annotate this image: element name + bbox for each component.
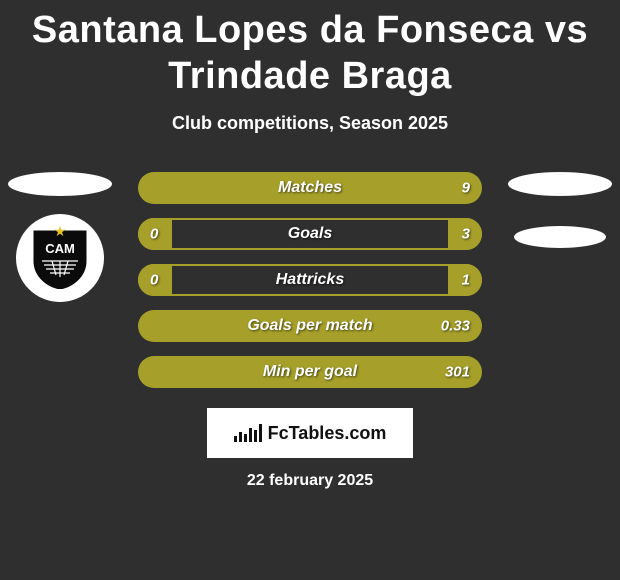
stat-value-right: 9: [462, 180, 470, 197]
stat-label: Matches: [278, 179, 342, 197]
brand-label: FcTables.com: [268, 423, 387, 444]
stat-value-left: 0: [150, 272, 158, 289]
left-player-placeholder: [8, 172, 112, 196]
page-title: Santana Lopes da Fonseca vs Trindade Bra…: [0, 0, 620, 99]
stat-row: Goals per match 0.33: [138, 310, 482, 342]
stat-value-left: 0: [150, 226, 158, 243]
bar-chart-icon: [234, 424, 262, 442]
subtitle: Club competitions, Season 2025: [0, 113, 620, 134]
stat-row: Hattricks 0 1: [138, 264, 482, 296]
right-player-placeholder-2: [514, 226, 606, 248]
stat-row: Min per goal 301: [138, 356, 482, 388]
stat-label: Goals: [288, 225, 332, 243]
left-player-column: ★ CAM: [8, 172, 112, 302]
stat-rows: Matches 9 Goals 0 3 Hattricks 0 1 Goals per matc…: [138, 172, 482, 388]
stat-label: Hattricks: [276, 271, 344, 289]
stat-value-right: 1: [462, 272, 470, 289]
content-area: ★ CAM: [0, 172, 620, 490]
left-club-badge: ★ CAM: [16, 214, 104, 302]
stat-value-right: 3: [462, 226, 470, 243]
right-player-column: [508, 172, 612, 248]
club-shield-icon: ★ CAM: [32, 227, 88, 289]
stat-label: Min per goal: [263, 363, 357, 381]
stat-label: Goals per match: [247, 317, 372, 335]
stat-row: Matches 9: [138, 172, 482, 204]
right-player-placeholder-1: [508, 172, 612, 196]
comparison-infographic: Santana Lopes da Fonseca vs Trindade Bra…: [0, 0, 620, 580]
stat-value-right: 0.33: [441, 318, 470, 335]
club-code-text: CAM: [45, 241, 75, 256]
brand-box[interactable]: FcTables.com: [207, 408, 413, 458]
star-icon: ★: [54, 223, 67, 240]
stat-value-right: 301: [445, 364, 470, 381]
stat-row: Goals 0 3: [138, 218, 482, 250]
date-line: 22 february 2025: [0, 472, 620, 490]
